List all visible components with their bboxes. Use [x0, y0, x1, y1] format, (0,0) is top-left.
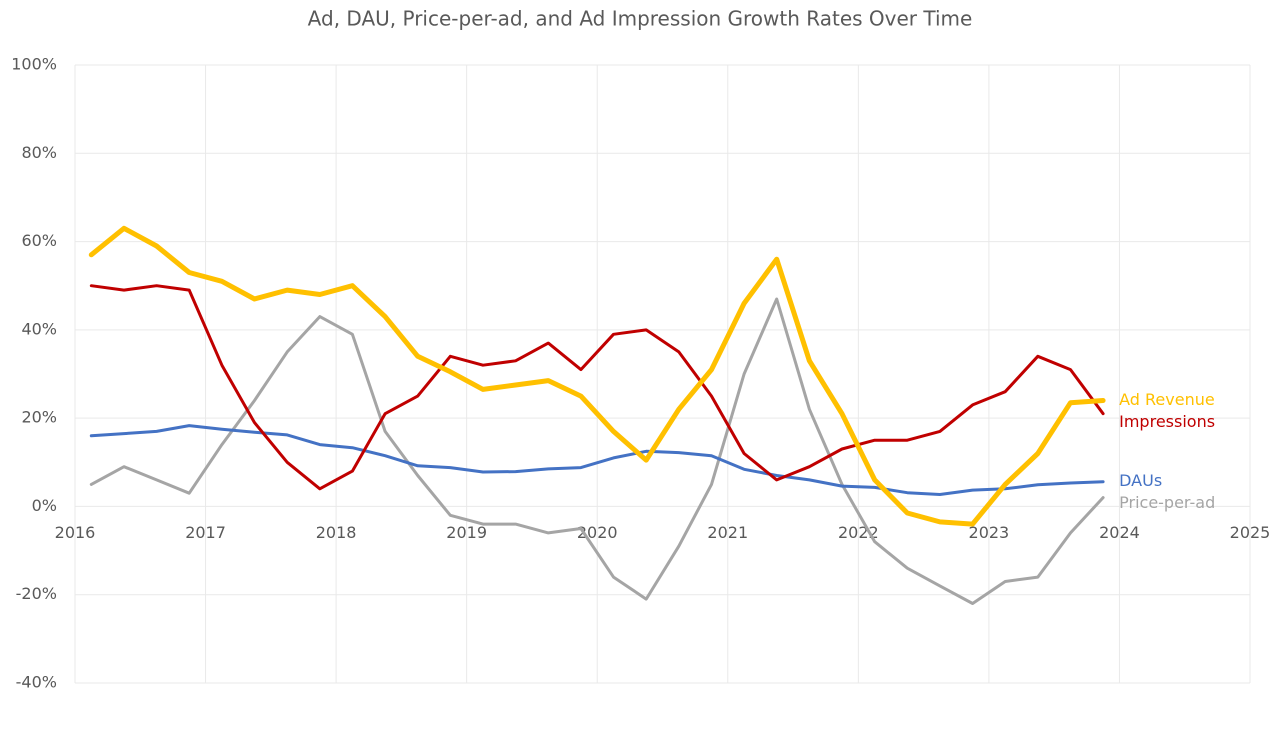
x-tick-label: 2016 — [55, 523, 96, 542]
legend-label: Ad Revenue — [1119, 390, 1215, 409]
x-tick-label: 2019 — [446, 523, 487, 542]
series-line — [89, 424, 1105, 496]
legend-label: Price-per-ad — [1119, 493, 1215, 512]
y-tick-label: -20% — [16, 584, 57, 603]
y-tick-label: 20% — [21, 408, 57, 427]
x-tick-label: 2023 — [969, 523, 1010, 542]
y-tick-label: 80% — [21, 143, 57, 162]
y-tick-label: -40% — [16, 673, 57, 692]
x-tick-label: 2024 — [1099, 523, 1140, 542]
x-tick-label: 2025 — [1230, 523, 1271, 542]
y-tick-label: 40% — [21, 319, 57, 338]
x-tick-label: 2021 — [707, 523, 748, 542]
x-tick-label: 2018 — [316, 523, 357, 542]
legend-label: DAUs — [1119, 471, 1162, 490]
y-tick-label: 100% — [11, 55, 57, 74]
x-tick-label: 2022 — [838, 523, 879, 542]
legend-label: Impressions — [1119, 412, 1215, 431]
y-tick-label: 0% — [32, 496, 57, 515]
series-line — [89, 297, 1105, 605]
x-tick-label: 2017 — [185, 523, 226, 542]
y-tick-label: 60% — [21, 231, 57, 250]
series-line — [88, 225, 1106, 527]
chart-title: Ad, DAU, Price-per-ad, and Ad Impression… — [308, 7, 973, 31]
series-line — [89, 284, 1105, 491]
